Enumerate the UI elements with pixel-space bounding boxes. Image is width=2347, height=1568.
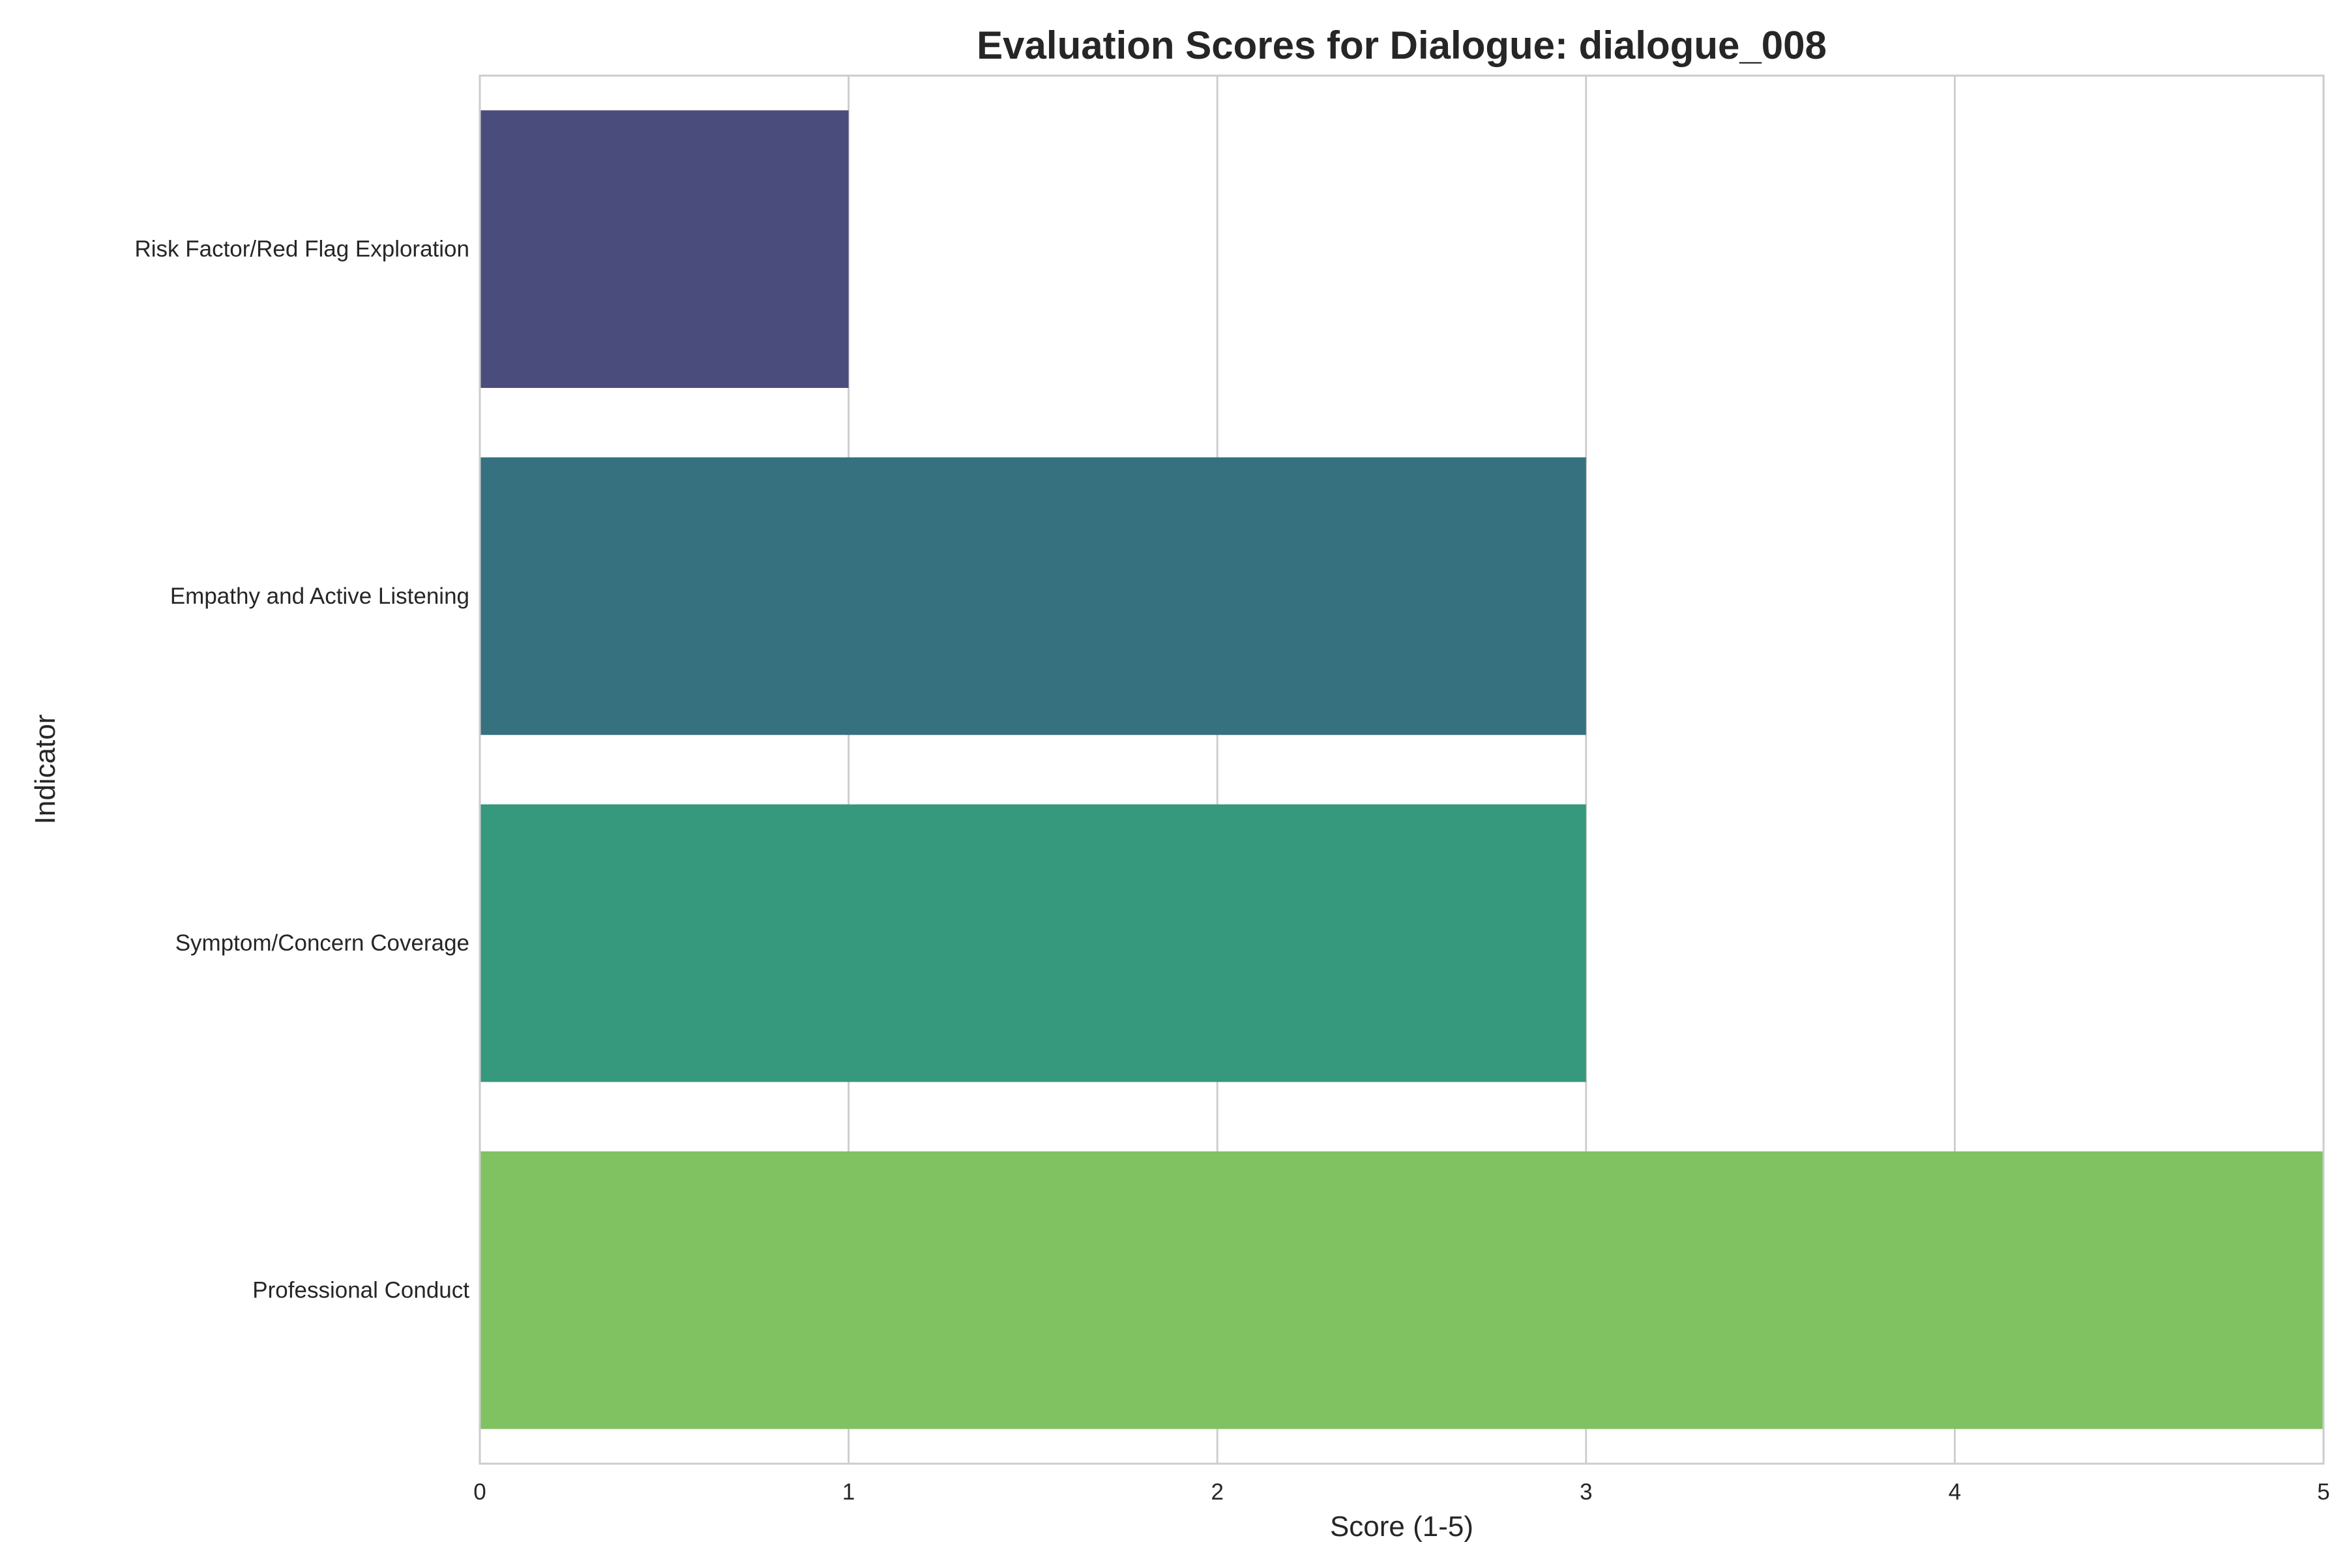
y-tick-label: Risk Factor/Red Flag Exploration [134,237,469,262]
x-tick-label: 3 [1580,1479,1592,1505]
chart-title: Evaluation Scores for Dialogue: dialogue… [977,23,1827,67]
plot-frame [479,74,2325,1465]
x-tick-label: 5 [2317,1479,2329,1505]
y-axis-label: Indicator [29,715,61,825]
x-tick-labels: 0 1 2 3 4 5 [473,1479,2329,1505]
y-tick-label: Symptom/Concern Coverage [175,930,469,956]
x-tick-label: 1 [842,1479,855,1505]
x-axis-label: Score (1-5) [1330,1511,1473,1543]
bar [480,804,1586,1082]
x-tick-label: 4 [1949,1479,1961,1505]
bars [480,110,2324,1429]
y-tick-label: Empathy and Active Listening [170,584,469,609]
y-tick-label: Professional Conduct [252,1277,469,1303]
x-tick-label: 0 [473,1479,486,1505]
bar [480,1151,2324,1429]
y-tick-labels: Risk Factor/Red Flag Exploration Empathy … [134,237,469,1303]
bar [480,457,1586,735]
bar [480,110,849,389]
x-tick-label: 2 [1211,1479,1223,1505]
